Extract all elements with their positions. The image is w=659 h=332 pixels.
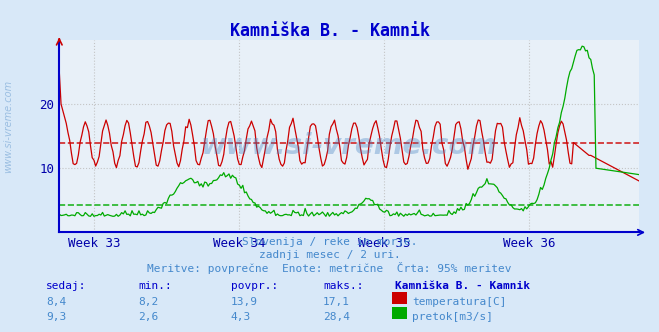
Text: zadnji mesec / 2 uri.: zadnji mesec / 2 uri. xyxy=(258,250,401,260)
Text: 4,3: 4,3 xyxy=(231,312,251,322)
Text: 2,6: 2,6 xyxy=(138,312,159,322)
Text: Slovenija / reke in morje.: Slovenija / reke in morje. xyxy=(242,237,417,247)
Text: 28,4: 28,4 xyxy=(323,312,350,322)
Text: www.si-vreme.com: www.si-vreme.com xyxy=(201,132,498,160)
Text: 17,1: 17,1 xyxy=(323,297,350,307)
Text: Kamniška B. - Kamnik: Kamniška B. - Kamnik xyxy=(395,281,530,290)
Text: maks.:: maks.: xyxy=(323,281,363,290)
Text: 8,2: 8,2 xyxy=(138,297,159,307)
Text: www.si-vreme.com: www.si-vreme.com xyxy=(3,80,13,173)
Text: pretok[m3/s]: pretok[m3/s] xyxy=(412,312,493,322)
Text: povpr.:: povpr.: xyxy=(231,281,278,290)
Text: sedaj:: sedaj: xyxy=(46,281,86,290)
Text: 8,4: 8,4 xyxy=(46,297,67,307)
Text: Kamniška B. - Kamnik: Kamniška B. - Kamnik xyxy=(229,22,430,40)
Text: Meritve: povprečne  Enote: metrične  Črta: 95% meritev: Meritve: povprečne Enote: metrične Črta:… xyxy=(147,262,512,274)
Text: min.:: min.: xyxy=(138,281,172,290)
Text: 13,9: 13,9 xyxy=(231,297,258,307)
Text: 9,3: 9,3 xyxy=(46,312,67,322)
Text: temperatura[C]: temperatura[C] xyxy=(412,297,506,307)
